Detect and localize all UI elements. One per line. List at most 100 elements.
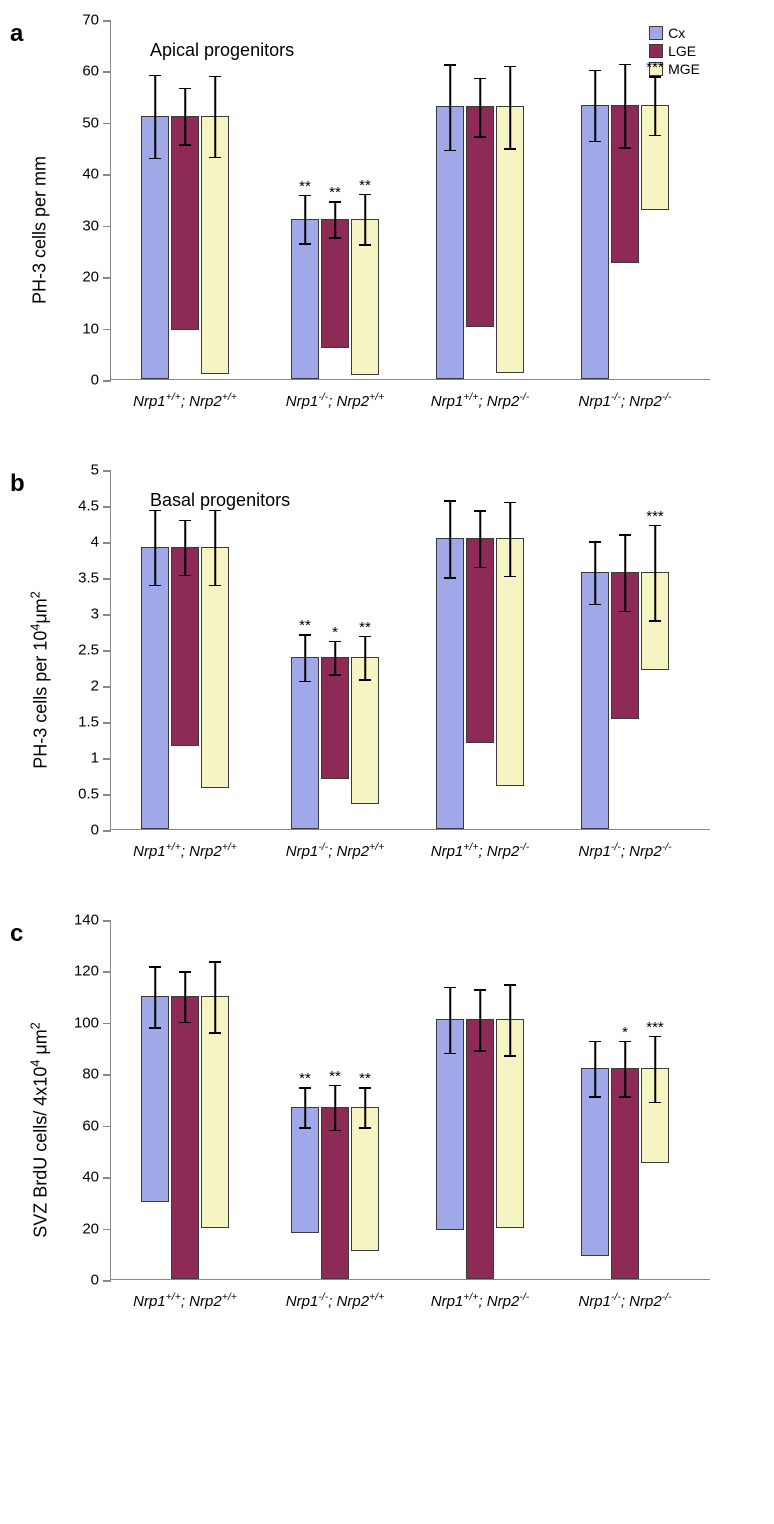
error-cap bbox=[444, 150, 456, 152]
panel-a: aPH-3 cells per mmApical progenitors0102… bbox=[50, 20, 754, 440]
panel-label: b bbox=[10, 470, 25, 498]
bar-cx bbox=[581, 1068, 609, 1256]
x-axis-label: Nrp1+/+; Nrp2+/+ bbox=[133, 391, 237, 410]
bar-group: ****** bbox=[291, 219, 379, 379]
y-tick bbox=[103, 20, 111, 22]
error-bar bbox=[449, 64, 451, 150]
y-tick-label: 5 bbox=[91, 462, 99, 479]
error-bar bbox=[654, 1036, 656, 1103]
error-cap bbox=[359, 1127, 371, 1129]
y-tick-label: 70 bbox=[82, 12, 99, 29]
legend-swatch bbox=[649, 26, 663, 40]
error-cap bbox=[474, 510, 486, 512]
error-bar bbox=[154, 75, 156, 159]
bar-lge: ** bbox=[321, 1107, 349, 1279]
bar-cx: ** bbox=[291, 219, 319, 379]
error-cap bbox=[299, 634, 311, 636]
chart-wrap: SVZ BrdU cells/ 4x104 μm2020406080100120… bbox=[50, 920, 754, 1340]
bar-lge: ** bbox=[321, 219, 349, 348]
error-cap bbox=[589, 604, 601, 606]
y-tick bbox=[103, 1280, 111, 1282]
plot-area: 020406080100120140Nrp1+/+; Nrp2+/+******… bbox=[110, 920, 710, 1280]
error-cap bbox=[619, 147, 631, 149]
x-axis-label: Nrp1+/+; Nrp2+/+ bbox=[133, 841, 237, 860]
y-tick bbox=[103, 123, 111, 125]
error-cap bbox=[149, 585, 161, 587]
y-tick-label: 60 bbox=[82, 63, 99, 80]
bar-mge bbox=[496, 106, 524, 372]
error-cap bbox=[299, 195, 311, 197]
error-cap bbox=[589, 1096, 601, 1098]
error-cap bbox=[504, 148, 516, 150]
y-tick bbox=[103, 542, 111, 544]
error-cap bbox=[589, 141, 601, 143]
error-cap bbox=[299, 243, 311, 245]
error-cap bbox=[329, 641, 341, 643]
error-cap bbox=[649, 525, 661, 527]
error-bar bbox=[364, 1087, 366, 1128]
y-tick bbox=[103, 1126, 111, 1128]
y-tick bbox=[103, 614, 111, 616]
error-bar bbox=[154, 510, 156, 586]
bar-mge: *** bbox=[641, 1068, 669, 1163]
error-cap bbox=[149, 510, 161, 512]
y-tick-label: 50 bbox=[82, 114, 99, 131]
error-bar bbox=[214, 76, 216, 158]
y-tick-label: 4.5 bbox=[78, 498, 99, 515]
error-cap bbox=[474, 78, 486, 80]
y-tick-label: 40 bbox=[82, 166, 99, 183]
legend-swatch bbox=[649, 44, 663, 58]
significance-marker: *** bbox=[646, 60, 664, 75]
error-bar bbox=[364, 194, 366, 245]
y-axis-title: PH-3 cells per mm bbox=[30, 156, 51, 304]
x-axis-label: Nrp1+/+; Nrp2+/+ bbox=[133, 1291, 237, 1310]
y-tick bbox=[103, 1074, 111, 1076]
error-cap bbox=[444, 1053, 456, 1055]
error-cap bbox=[619, 611, 631, 613]
bar-mge bbox=[201, 996, 229, 1227]
y-tick bbox=[103, 971, 111, 973]
error-cap bbox=[649, 1036, 661, 1038]
error-bar bbox=[654, 525, 656, 621]
bar-cx bbox=[436, 538, 464, 829]
legend-label: LGE bbox=[668, 43, 696, 59]
error-cap bbox=[179, 1022, 191, 1024]
bar-lge bbox=[611, 572, 639, 719]
error-cap bbox=[179, 88, 191, 90]
error-cap bbox=[329, 1085, 341, 1087]
panel-label: a bbox=[10, 20, 23, 48]
x-axis-label: Nrp1-/-; Nrp2-/- bbox=[578, 391, 671, 410]
error-bar bbox=[509, 984, 511, 1056]
bar-mge: ** bbox=[351, 219, 379, 376]
bar-lge bbox=[466, 1019, 494, 1279]
x-axis-label: Nrp1-/-; Nrp2-/- bbox=[578, 1291, 671, 1310]
bar-cx bbox=[581, 105, 609, 379]
x-axis-label: Nrp1-/-; Nrp2+/+ bbox=[286, 841, 384, 860]
legend-row: LGE bbox=[649, 43, 700, 59]
error-bar bbox=[479, 78, 481, 138]
y-tick bbox=[103, 578, 111, 580]
bar-group: *** bbox=[581, 105, 669, 379]
error-bar bbox=[334, 641, 336, 676]
significance-marker: ** bbox=[329, 185, 341, 200]
error-bar bbox=[184, 520, 186, 576]
bar-lge: * bbox=[611, 1068, 639, 1279]
bar-mge bbox=[496, 1019, 524, 1227]
error-cap bbox=[619, 534, 631, 536]
bar-lge: * bbox=[321, 657, 349, 779]
error-bar bbox=[364, 636, 366, 681]
error-bar bbox=[509, 502, 511, 577]
y-tick-label: 3 bbox=[91, 606, 99, 623]
significance-marker: * bbox=[622, 1025, 628, 1040]
error-cap bbox=[589, 70, 601, 72]
bar-cx: ** bbox=[291, 1107, 319, 1233]
y-tick bbox=[103, 226, 111, 228]
error-cap bbox=[149, 966, 161, 968]
error-cap bbox=[474, 1050, 486, 1052]
bar-cx bbox=[141, 547, 169, 829]
error-bar bbox=[214, 961, 216, 1033]
significance-marker: ** bbox=[359, 178, 371, 193]
error-cap bbox=[589, 541, 601, 543]
plot-area: 010203040506070CxLGEMGENrp1+/+; Nrp2+/+*… bbox=[110, 20, 710, 380]
significance-marker: ** bbox=[299, 1071, 311, 1086]
